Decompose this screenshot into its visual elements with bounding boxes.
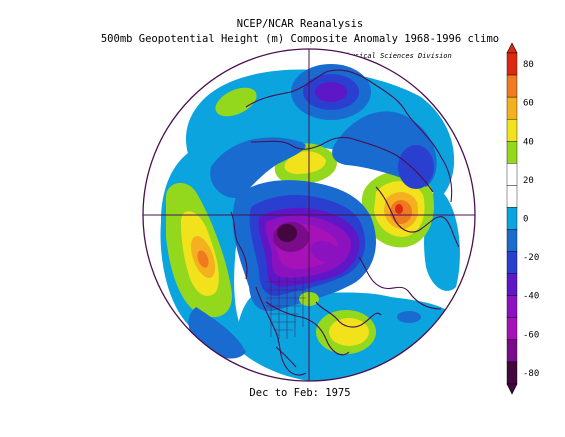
colorbar-segment — [506, 141, 518, 164]
anomaly-yellow-north — [284, 151, 326, 174]
polar-anomaly-map — [142, 48, 476, 382]
colorbar-segment — [506, 251, 518, 274]
anomaly-darkest-purple-core — [277, 224, 297, 242]
anomaly-mid-blue-se — [397, 311, 421, 323]
colorbar-segment — [506, 317, 518, 341]
colorbar-arrow-top — [506, 42, 518, 54]
anomaly-orange-west — [197, 250, 209, 268]
colorbar-arrow-bottom — [506, 383, 518, 395]
colorbar-tick-label: 0 — [523, 215, 528, 225]
title-line-2: 500mb Geopotential Height (m) Composite … — [100, 33, 500, 45]
credit-label: NOAA/ESRL Physical Sciences Division — [300, 52, 452, 60]
colorbar-segment — [506, 295, 518, 319]
colorbar-segment — [506, 229, 518, 252]
colorbar-tick-label: 20 — [523, 176, 534, 186]
anomaly-mid-blue-north — [210, 137, 306, 198]
anomaly-violet-north-pole — [315, 82, 347, 102]
colorbar-segment — [506, 361, 518, 385]
coastlines — [230, 69, 460, 376]
anomaly-green-nw — [215, 87, 257, 117]
colorbar-segment — [506, 163, 518, 186]
colorbar-tick-label: 60 — [523, 99, 534, 109]
colorbar-tick-label: -80 — [523, 369, 539, 379]
anomaly-mid-blue-far-east — [398, 145, 434, 189]
colorbar-segment — [506, 74, 518, 98]
colorbar-tick-label: -20 — [523, 253, 539, 263]
colorbar-segments — [506, 42, 518, 395]
colorbar-segment — [506, 207, 518, 230]
land-hatch — [266, 277, 306, 339]
colorbar-segment — [506, 96, 518, 120]
colorbar-segment — [506, 52, 518, 76]
colorbar-segment — [506, 273, 518, 296]
anomaly-red-east — [395, 204, 403, 214]
colorbar-ticks: 80 60 40 20 0 -20 -40 -60 -80 — [523, 60, 539, 379]
colorbar: 80 60 40 20 0 -20 -40 -60 -80 — [506, 42, 539, 395]
meridian-lines — [143, 49, 475, 381]
map-border — [142, 48, 476, 382]
anomaly-magenta-lobe — [310, 241, 342, 263]
colorbar-segment — [506, 339, 518, 363]
colorbar-segment — [506, 118, 518, 142]
colorbar-segment — [506, 185, 518, 208]
colorbar-tick-label: 40 — [523, 137, 534, 147]
colorbar-tick-label: -40 — [523, 292, 539, 302]
anomaly-yellow-south — [329, 318, 369, 346]
colorbar-tick-label: 80 — [523, 60, 534, 70]
title-line-1: NCEP/NCAR Reanalysis — [236, 18, 364, 30]
colorbar-tick-label: -60 — [523, 330, 539, 340]
period-label: Dec to Feb: 1975 — [249, 387, 351, 399]
